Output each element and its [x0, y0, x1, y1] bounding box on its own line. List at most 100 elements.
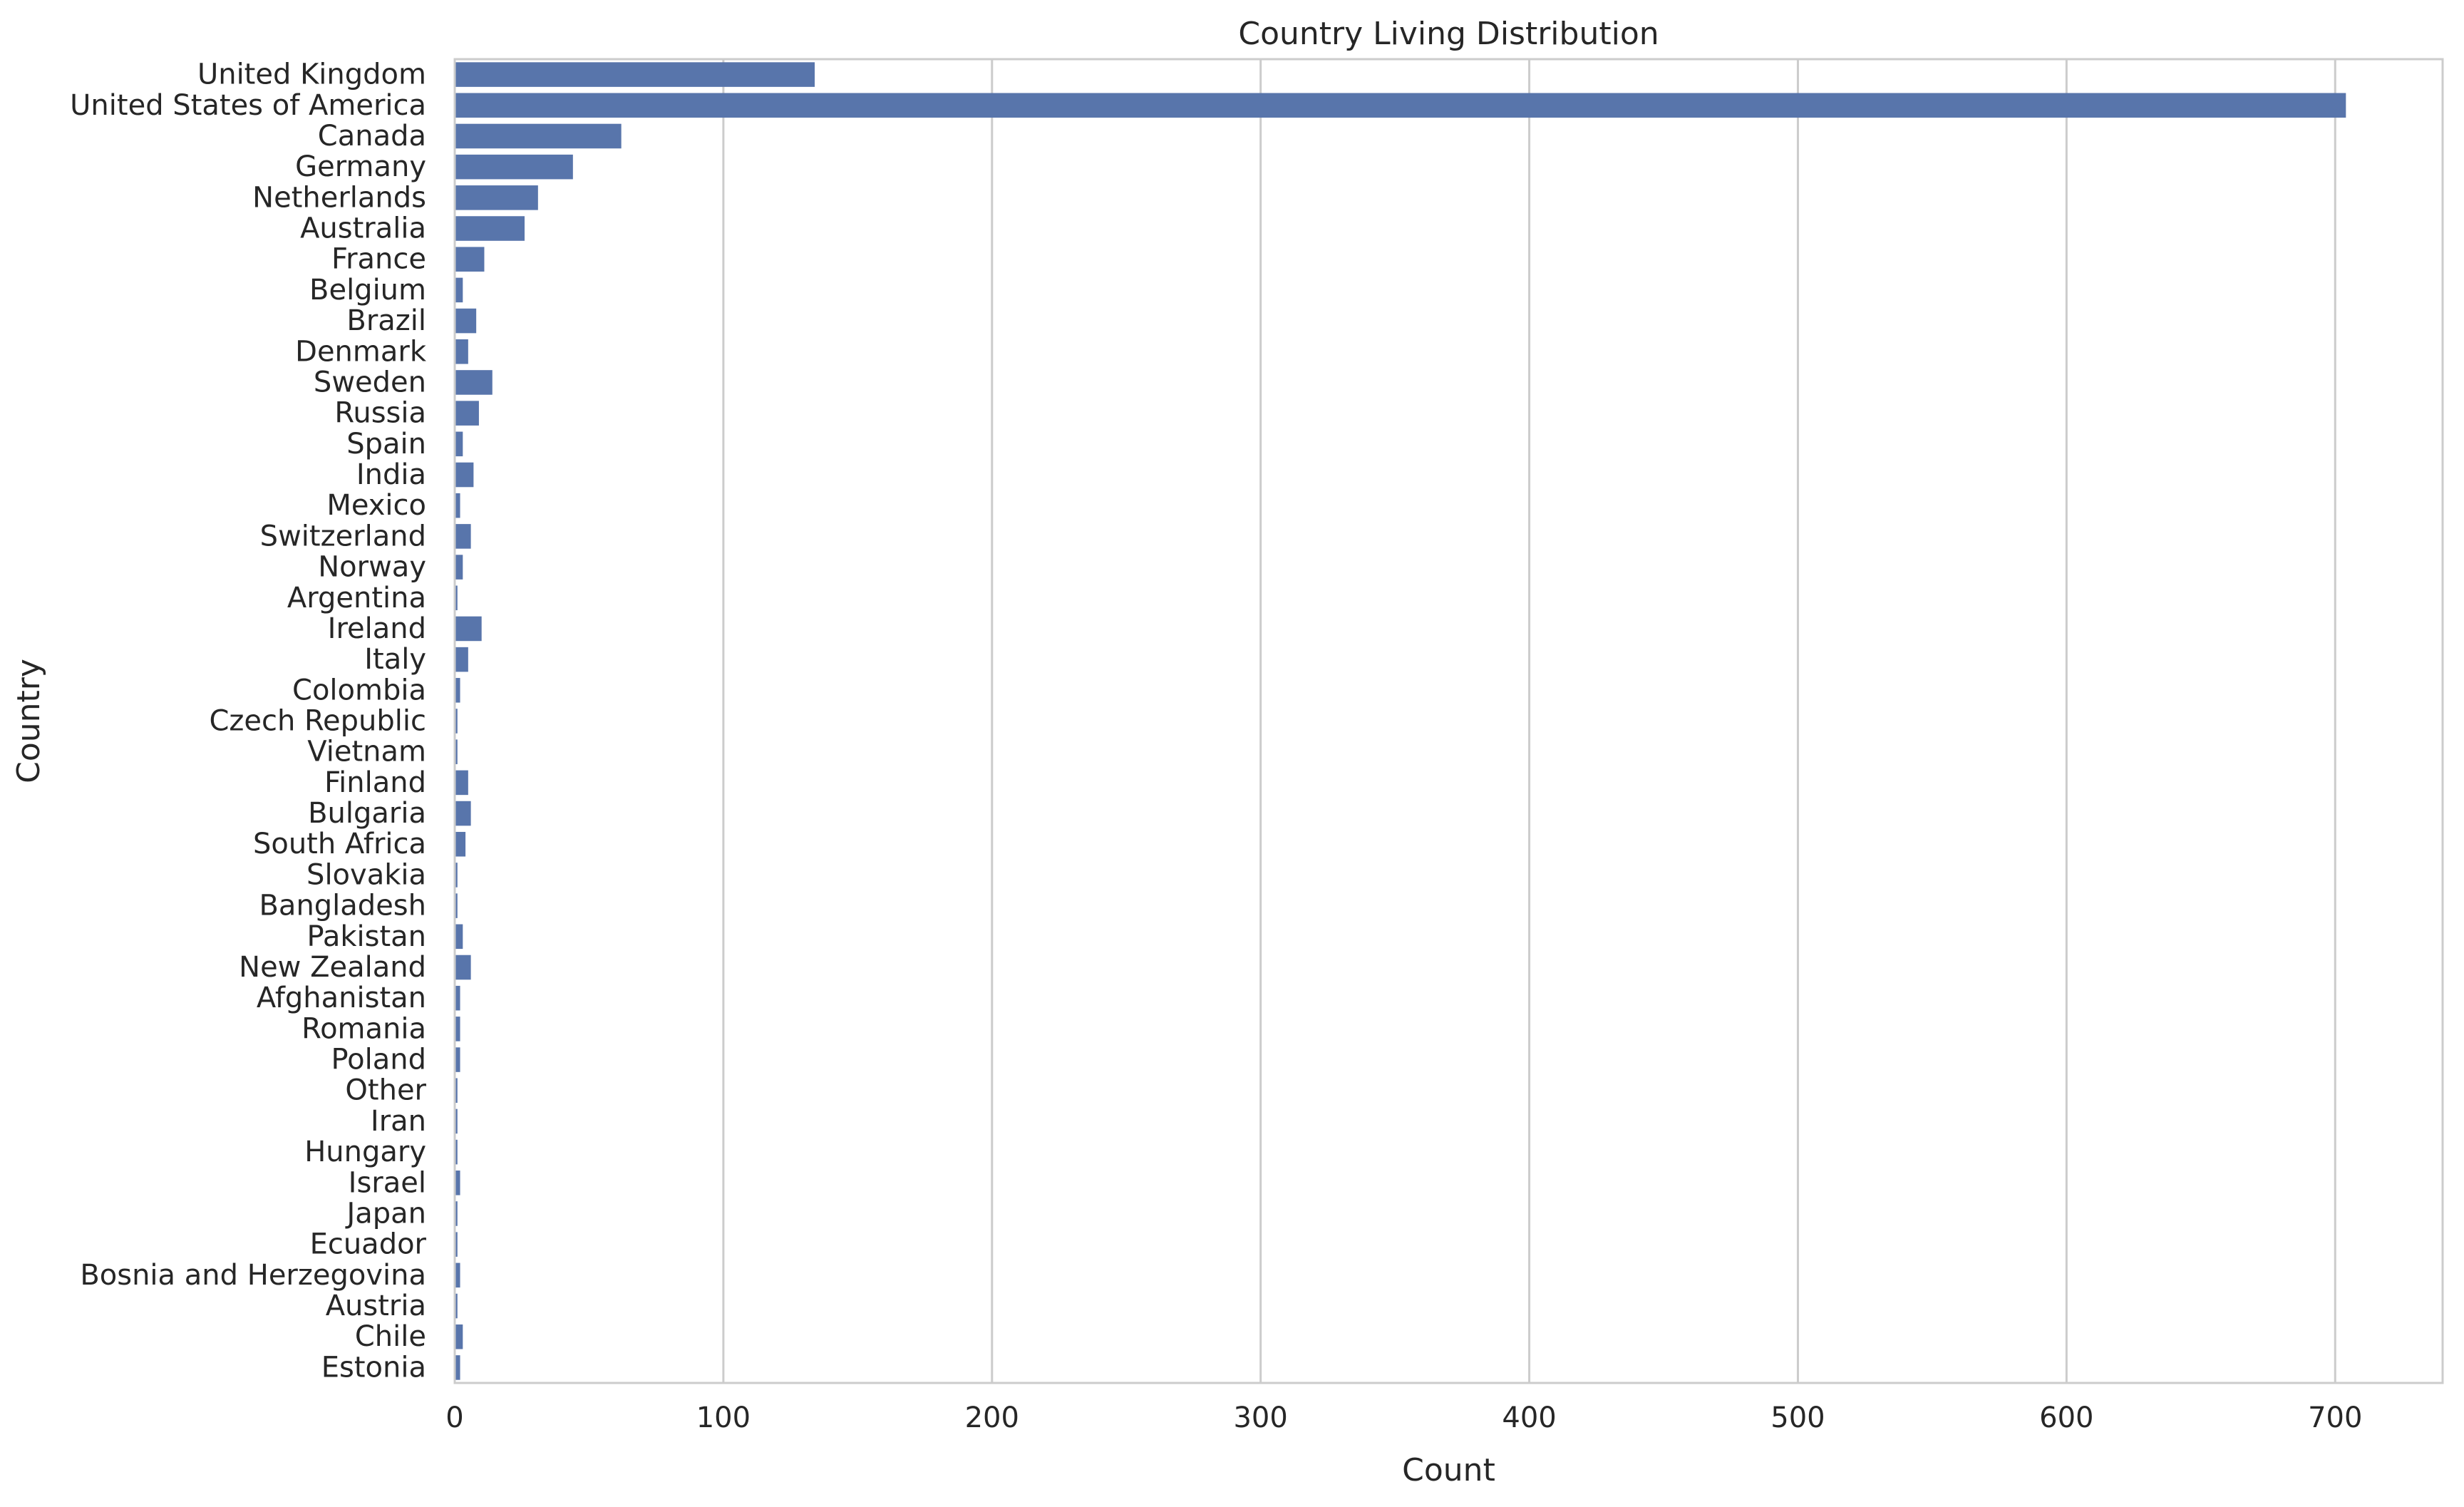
bar	[455, 370, 493, 395]
x-tick-label: 700	[2308, 1401, 2362, 1434]
chart-title: Country Living Distribution	[1238, 16, 1659, 52]
y-tick-label: Vietnam	[307, 736, 426, 768]
x-tick-label: 0	[445, 1401, 463, 1434]
y-tick-label: Spain	[346, 428, 426, 461]
x-tick-label: 100	[696, 1401, 751, 1434]
bar	[455, 431, 463, 457]
bar	[455, 1078, 458, 1104]
bar	[455, 185, 538, 210]
x-tick-label: 200	[965, 1401, 1019, 1434]
bar	[455, 216, 525, 241]
bar	[455, 247, 485, 272]
bar	[455, 1355, 460, 1380]
y-tick-label: France	[331, 243, 426, 276]
bar	[455, 1017, 460, 1041]
y-tick-label: Afghanistan	[257, 982, 426, 1014]
y-tick-label: Australia	[300, 212, 426, 245]
y-tick-label: Bangladesh	[259, 890, 426, 922]
bar	[455, 339, 468, 364]
bar	[455, 1262, 460, 1288]
bar	[455, 770, 468, 796]
y-tick-label: Norway	[318, 551, 426, 584]
y-tick-label: Czech Republic	[209, 705, 426, 738]
y-tick-label: Belgium	[309, 274, 426, 307]
bar	[455, 985, 460, 1011]
y-tick-label: Estonia	[321, 1351, 426, 1384]
bar	[455, 401, 479, 426]
bar	[455, 277, 463, 303]
y-tick-label: Brazil	[346, 304, 426, 337]
bar	[455, 62, 815, 87]
y-tick-label: Sweden	[314, 366, 426, 398]
y-tick-label: Other	[345, 1074, 426, 1107]
bar	[455, 1171, 460, 1195]
y-tick-label: Switzerland	[260, 520, 426, 552]
bar	[455, 524, 471, 549]
y-tick-label: Colombia	[292, 674, 426, 706]
bar	[455, 1324, 463, 1349]
y-tick-label: Argentina	[287, 582, 426, 614]
plot-frame	[453, 58, 2444, 1384]
bar	[455, 1201, 458, 1226]
y-tick-label: New Zealand	[239, 951, 426, 984]
y-tick-label: Austria	[326, 1290, 426, 1322]
bars	[455, 62, 2346, 1380]
y-tick-label: United States of America	[70, 89, 426, 122]
bar	[455, 647, 468, 672]
x-axis-title: Count	[1402, 1452, 1495, 1488]
bar	[455, 93, 2346, 118]
bar	[455, 462, 474, 488]
bar	[455, 1047, 460, 1072]
y-tick-label: Germany	[295, 150, 426, 183]
bar	[455, 863, 458, 888]
bar	[455, 154, 573, 180]
y-tick-label: Canada	[318, 120, 426, 153]
y-tick-label: Finland	[324, 766, 426, 799]
y-tick-label: India	[356, 458, 426, 491]
y-tick-label: Italy	[364, 643, 426, 676]
bar	[455, 709, 458, 734]
bar	[455, 123, 622, 149]
y-tick-label: Ireland	[328, 612, 426, 645]
bar	[455, 1139, 458, 1165]
bar	[455, 831, 466, 857]
bar	[455, 616, 482, 642]
y-tick-label: Russia	[334, 397, 426, 430]
bar	[455, 1293, 458, 1319]
gridlines	[453, 59, 2336, 1383]
bar	[455, 678, 460, 703]
bar	[455, 1232, 458, 1257]
y-tick-label: Netherlands	[252, 181, 426, 214]
y-tick-label: Denmark	[295, 335, 427, 368]
y-tick-label: Chile	[355, 1320, 426, 1353]
y-tick-label: South Africa	[253, 828, 426, 860]
bar	[455, 739, 458, 764]
y-tick-label: Slovakia	[306, 858, 426, 891]
bar	[455, 585, 458, 611]
y-tick-label: Romania	[301, 1012, 426, 1045]
y-tick-label: Mexico	[326, 489, 426, 522]
x-tick-label: 500	[1770, 1401, 1825, 1434]
y-tick-label: Pakistan	[307, 920, 427, 953]
y-tick-label: Israel	[349, 1166, 426, 1199]
y-axis-title: Country	[11, 659, 47, 783]
y-tick-label: Bosnia and Herzegovina	[80, 1259, 426, 1292]
x-tick-labels: 0 100 200 300 400 500 600 700	[445, 1401, 2362, 1434]
bar	[455, 1109, 458, 1134]
bar	[455, 955, 471, 980]
y-tick-label: Iran	[371, 1105, 426, 1138]
x-tick-label: 600	[2039, 1401, 2093, 1434]
bar	[455, 308, 477, 334]
y-tick-label: Japan	[344, 1197, 426, 1230]
y-tick-label: Bulgaria	[308, 797, 426, 830]
bar	[455, 893, 458, 918]
bar	[455, 924, 463, 950]
bar	[455, 555, 463, 580]
bar	[455, 801, 471, 826]
y-tick-label: Ecuador	[310, 1228, 427, 1261]
bar	[455, 493, 460, 518]
x-tick-label: 300	[1233, 1401, 1287, 1434]
